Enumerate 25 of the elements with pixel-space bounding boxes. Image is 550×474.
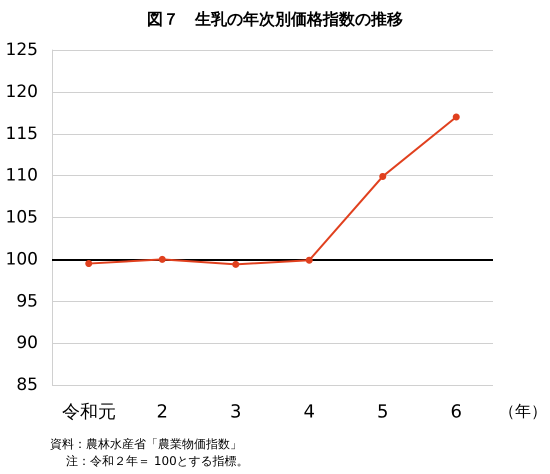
point bbox=[158, 256, 166, 263]
y-tick-label: 125 bbox=[6, 40, 38, 60]
y-tick-label: 120 bbox=[6, 82, 38, 102]
x-tick-label: 3 bbox=[230, 402, 242, 422]
y-tick-label: 115 bbox=[6, 124, 38, 144]
y-tick-label: 90 bbox=[16, 333, 38, 354]
y-tick-label: 85 bbox=[16, 375, 38, 395]
x-tick-label: 5 bbox=[377, 402, 388, 422]
point bbox=[452, 114, 460, 120]
chart-title: 図７ 生乳の年次別価格指数の推移 bbox=[147, 10, 403, 28]
y-tick-label: 95 bbox=[16, 291, 38, 312]
point bbox=[85, 260, 92, 268]
x-tick-label: 4 bbox=[304, 402, 315, 422]
point bbox=[306, 256, 313, 264]
x-axis-title: （年） bbox=[499, 402, 547, 420]
x-tick-label: 6 bbox=[450, 402, 462, 422]
y-tick-label: 105 bbox=[6, 208, 38, 228]
point bbox=[232, 260, 240, 268]
x-tick-label: 2 bbox=[156, 402, 168, 422]
point bbox=[379, 172, 386, 180]
text: 資料：農林水産省「農業物価指数」 bbox=[50, 437, 242, 451]
text: 注：令和２年＝ 100とする指標。 bbox=[66, 454, 249, 468]
x-tick-label: 令和元 bbox=[62, 402, 116, 422]
y-tick-label: 110 bbox=[6, 166, 38, 186]
y-tick-label: 100 bbox=[6, 249, 38, 270]
